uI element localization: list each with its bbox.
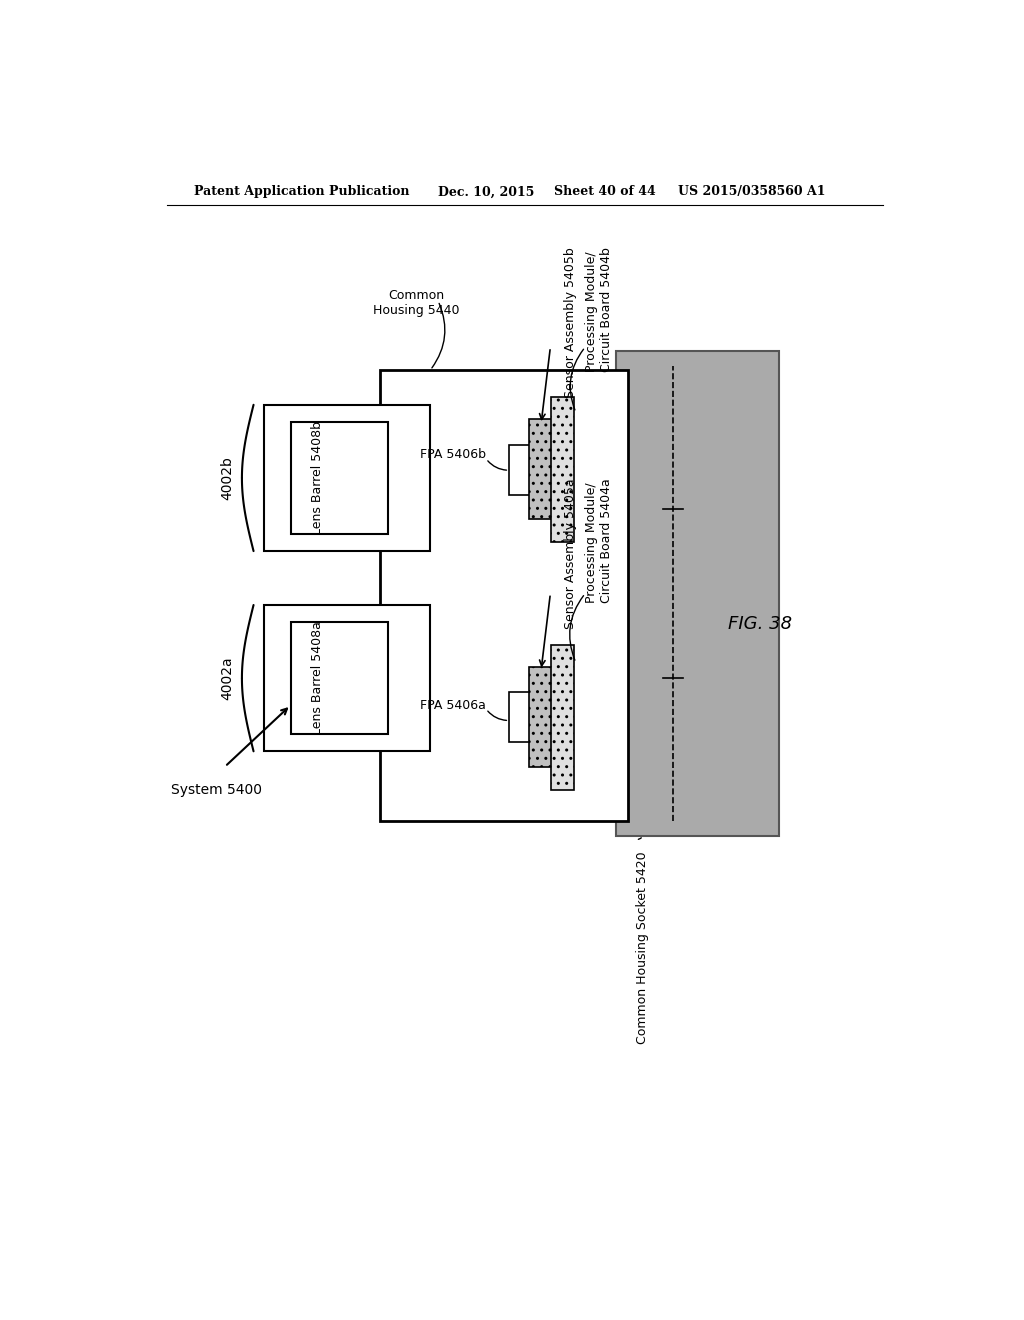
Text: Processing Module/
Circuit Board 5404b: Processing Module/ Circuit Board 5404b <box>586 247 613 372</box>
Text: Common
Housing 5440: Common Housing 5440 <box>373 289 460 317</box>
Text: Dec. 10, 2015: Dec. 10, 2015 <box>438 185 535 198</box>
Text: Processing Module/
Circuit Board 5404a: Processing Module/ Circuit Board 5404a <box>586 478 613 603</box>
Text: Lens Barrel 5408b: Lens Barrel 5408b <box>311 421 325 535</box>
Text: Sensor Assembly 5405a: Sensor Assembly 5405a <box>563 478 577 628</box>
Bar <box>380 370 628 821</box>
Bar <box>616 351 779 836</box>
Text: FPA 5406a: FPA 5406a <box>420 698 486 711</box>
Text: FPA 5406b: FPA 5406b <box>420 449 486 462</box>
Text: Patent Application Publication: Patent Application Publication <box>194 185 410 198</box>
Bar <box>551 397 574 543</box>
Text: Common Housing Socket 5420: Common Housing Socket 5420 <box>636 851 648 1044</box>
Bar <box>551 645 574 789</box>
Text: System 5400: System 5400 <box>171 783 261 797</box>
Text: 4002a: 4002a <box>220 656 234 700</box>
Bar <box>291 422 388 535</box>
Bar <box>263 405 430 552</box>
Text: Lens Barrel 5408a: Lens Barrel 5408a <box>311 622 325 735</box>
Text: FIG. 38: FIG. 38 <box>728 615 792 634</box>
Text: Sheet 40 of 44: Sheet 40 of 44 <box>554 185 656 198</box>
Bar <box>509 692 531 742</box>
Bar <box>291 622 388 734</box>
Text: US 2015/0358560 A1: US 2015/0358560 A1 <box>678 185 825 198</box>
Bar <box>529 667 553 767</box>
Text: 4002b: 4002b <box>220 455 234 500</box>
Bar <box>529 418 553 519</box>
Text: Sensor Assembly 5405b: Sensor Assembly 5405b <box>563 247 577 397</box>
Bar <box>263 605 430 751</box>
Bar <box>509 445 531 495</box>
